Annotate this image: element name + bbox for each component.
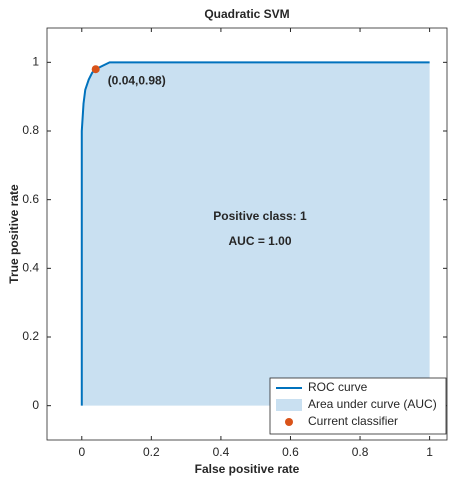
x-tick-label: 0.8 xyxy=(352,445,369,459)
legend-label: Current classifier xyxy=(308,414,398,428)
axes-box xyxy=(46,27,448,441)
x-tick-label: 0 xyxy=(78,445,85,459)
y-tick-label: 0.8 xyxy=(22,123,39,137)
y-tick-label: 0.4 xyxy=(22,261,39,275)
point-label: (0.04,0.98) xyxy=(108,73,166,87)
x-tick-label: 0.4 xyxy=(213,445,230,459)
annotation: AUC = 1.00 xyxy=(228,234,291,248)
legend-label: Area under curve (AUC) xyxy=(308,397,437,411)
y-axis-label: True positive rate xyxy=(7,184,21,284)
x-axis-label: False positive rate xyxy=(195,462,300,476)
legend-swatch xyxy=(276,399,302,411)
annotation: Positive class: 1 xyxy=(213,209,307,223)
x-tick-label: 1 xyxy=(426,445,433,459)
legend-marker xyxy=(285,418,293,426)
y-tick-label: 0.6 xyxy=(22,192,39,206)
y-tick-label: 0.2 xyxy=(22,329,39,343)
x-tick-label: 0.6 xyxy=(282,445,299,459)
y-tick-label: 1 xyxy=(32,55,39,69)
chart-title: Quadratic SVM xyxy=(204,7,289,21)
current-classifier xyxy=(91,65,100,74)
y-tick-label: 0 xyxy=(32,398,39,412)
x-tick-label: 0.2 xyxy=(143,445,160,459)
roc-curve xyxy=(80,61,430,406)
legend-label: ROC curve xyxy=(308,380,368,394)
auc-area xyxy=(81,62,430,406)
